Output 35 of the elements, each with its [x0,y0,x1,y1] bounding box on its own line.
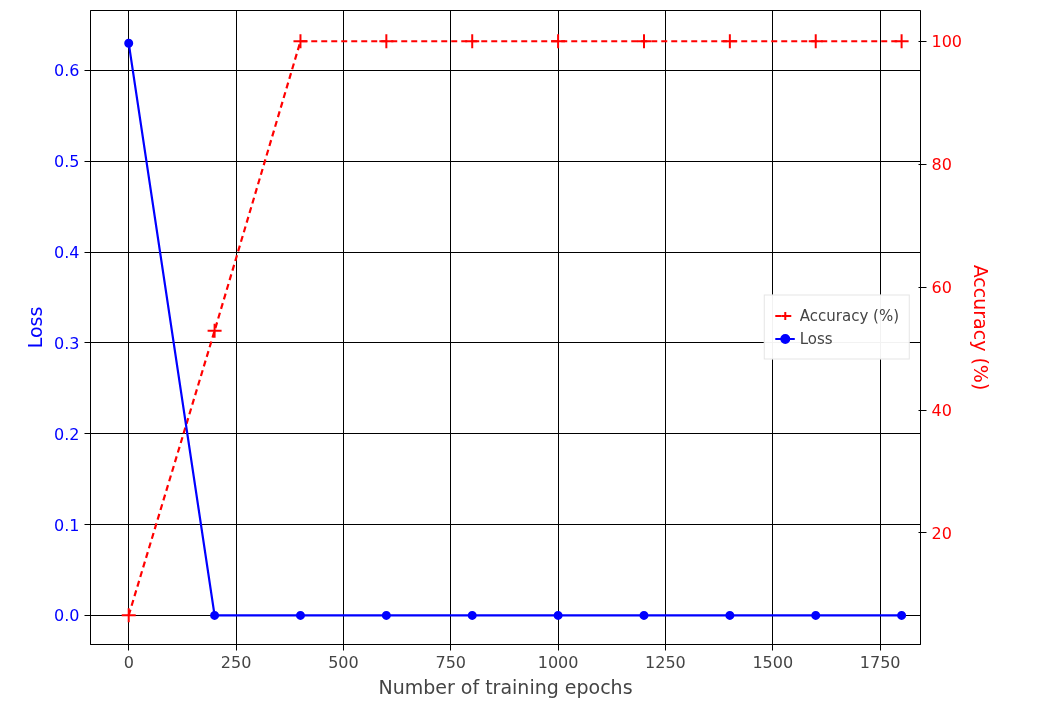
y2-tick-label: 100 [931,32,963,52]
point [721,33,738,50]
y-tick-label: 0.0 [54,606,80,626]
x-tick-label: 1250 [645,652,686,672]
point [378,33,395,50]
y-tick-label: 0.6 [54,61,80,81]
y2-axis-title: Accuracy (%) [970,264,993,391]
y-tick-label: 0.3 [54,333,80,353]
x-tick-label: 1750 [859,652,901,672]
x-tick-label: 0 [123,652,134,672]
legend-label: Accuracy (%) [799,306,899,325]
y-tick-label: 0.2 [54,424,80,444]
y-axis-title: Loss [24,306,47,349]
y2-tick-label: 60 [931,278,952,298]
legend-label: Loss [799,329,833,348]
point [464,33,481,50]
y2-tick-label: 20 [931,523,952,543]
y-tick-label: 0.5 [54,152,80,172]
x-tick-label: 250 [220,652,252,672]
point [292,33,309,50]
point [807,33,824,50]
point [893,33,910,50]
y2-tick-label: 40 [931,401,952,421]
x-tick-label: 750 [435,652,467,672]
point [635,33,652,50]
y2-tick-label: 80 [931,155,952,175]
point [550,33,567,50]
x-tick-label: 500 [328,652,359,672]
x-axis-title: Number of training epochs [378,675,633,698]
x-tick-label: 1500 [752,652,794,672]
y-tick-label: 0.4 [54,243,80,263]
y-tick-label: 0.1 [54,515,80,535]
point [120,607,137,624]
x-tick-label: 1000 [537,652,579,672]
point [206,322,223,339]
